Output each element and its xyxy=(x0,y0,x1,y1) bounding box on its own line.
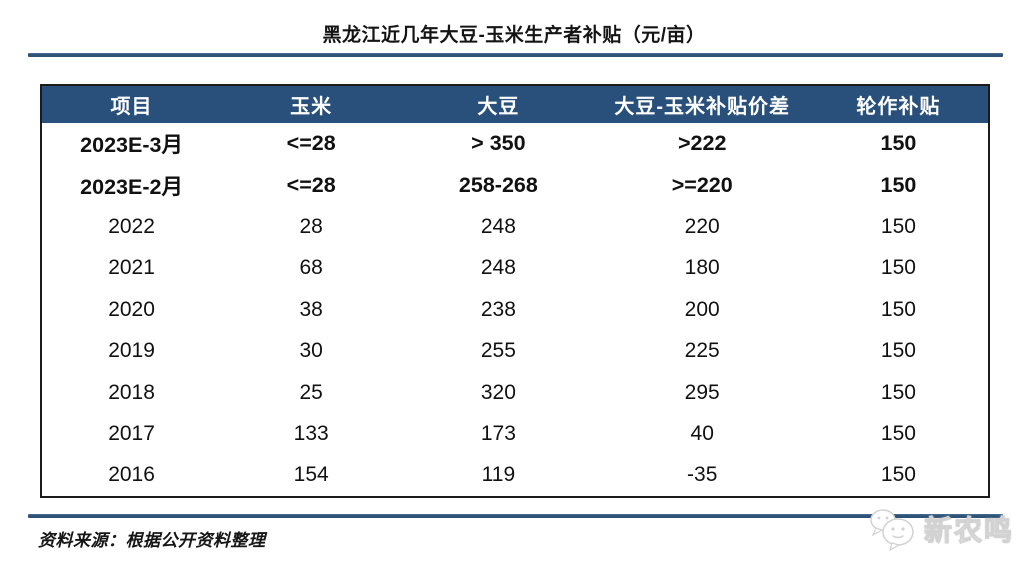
column-header: 玉米 xyxy=(221,85,402,123)
table-cell: 150 xyxy=(880,172,917,197)
table-row: 2020 38 238 200 150 xyxy=(41,289,989,331)
table-cell: > 350 xyxy=(471,131,526,156)
table-cell: 2017 xyxy=(108,422,155,446)
column-header: 大豆 xyxy=(401,85,596,123)
table-cell: 30 xyxy=(299,339,323,363)
table-cell: 38 xyxy=(299,297,323,321)
chat-bubbles-icon xyxy=(870,509,914,552)
table-cell: 255 xyxy=(480,339,516,363)
table-cell: 40 xyxy=(690,422,714,446)
table-cell: 150 xyxy=(880,214,916,238)
bottom-divider xyxy=(28,514,1003,518)
table-cell: >=220 xyxy=(671,172,733,197)
subsidy-table: 项目 玉米 大豆 大豆-玉米补贴价差 轮作补贴 2023E-3月 <=28 > 350 >22… xyxy=(40,84,990,498)
table-row: 2022 28 248 220 150 xyxy=(41,206,989,248)
table-cell: 238 xyxy=(480,297,516,321)
table-cell: 150 xyxy=(880,339,916,363)
table-cell: 295 xyxy=(684,380,720,404)
table-cell: 2021 xyxy=(108,256,155,280)
column-header: 项目 xyxy=(41,85,222,123)
table-cell: 2023E-2月 xyxy=(80,174,183,199)
table-cell: 150 xyxy=(880,380,916,404)
table-cell: 133 xyxy=(293,422,329,446)
table-row: 2017 133 173 40 150 xyxy=(41,414,989,456)
table-cell: <=28 xyxy=(286,131,336,156)
table-cell: 119 xyxy=(481,463,516,487)
table-cell: >222 xyxy=(677,131,727,156)
table-cell: 25 xyxy=(299,380,323,404)
subsidy-table-container: 项目 玉米 大豆 大豆-玉米补贴价差 轮作补贴 2023E-3月 <=28 > 350 >22… xyxy=(40,84,990,498)
table-cell: 150 xyxy=(880,422,916,446)
table-cell: 154 xyxy=(293,463,329,487)
table-cell: 150 xyxy=(880,463,916,487)
table-cell: 150 xyxy=(880,297,916,321)
column-header: 轮作补贴 xyxy=(808,85,989,123)
table-cell: 2019 xyxy=(108,339,155,363)
watermark: 新农鸣 xyxy=(868,506,1014,552)
column-header: 大豆-玉米补贴价差 xyxy=(595,85,809,123)
table-cell: 28 xyxy=(299,214,323,238)
table-row: 2023E-3月 <=28 > 350 >222 150 xyxy=(41,123,989,165)
table-cell: 200 xyxy=(684,297,720,321)
table-body: 2023E-3月 <=28 > 350 >222 150 2023E-2月 <=28 258-… xyxy=(41,123,989,497)
table-cell: 225 xyxy=(684,339,720,363)
table-cell: 2020 xyxy=(108,297,155,321)
table-cell: 2022 xyxy=(108,214,155,238)
table-cell: 2018 xyxy=(108,380,155,404)
table-cell: 320 xyxy=(480,380,516,404)
top-divider xyxy=(28,53,1003,57)
source-note: 资料来源：根据公开资料整理 xyxy=(38,531,266,550)
table-cell: 150 xyxy=(880,131,917,156)
watermark-text: 新农鸣 xyxy=(923,515,1014,547)
table-header-row: 项目 玉米 大豆 大豆-玉米补贴价差 轮作补贴 xyxy=(41,85,989,123)
table-cell: 68 xyxy=(299,256,323,280)
table-cell: 180 xyxy=(684,256,720,280)
table-cell: 150 xyxy=(880,256,916,280)
table-cell: -35 xyxy=(687,463,718,487)
table-row: 2018 25 320 295 150 xyxy=(41,372,989,414)
table-row: 2016 154 119 -35 150 xyxy=(41,455,989,497)
table-cell: 248 xyxy=(480,214,516,238)
table-cell: 248 xyxy=(480,256,516,280)
table-cell: 220 xyxy=(684,214,720,238)
table-row: 2023E-2月 <=28 258-268 >=220 150 xyxy=(41,165,989,207)
table-cell: 2016 xyxy=(108,463,155,487)
table-row: 2019 30 255 225 150 xyxy=(41,331,989,373)
table-row: 2021 68 248 180 150 xyxy=(41,248,989,290)
table-cell: 173 xyxy=(480,422,516,446)
table-cell: <=28 xyxy=(286,172,336,197)
figure-title: 黑龙江近几年大豆-玉米生产者补贴（元/亩） xyxy=(322,25,706,46)
table-cell: 258-268 xyxy=(458,172,538,197)
table-cell: 2023E-3月 xyxy=(80,133,183,158)
